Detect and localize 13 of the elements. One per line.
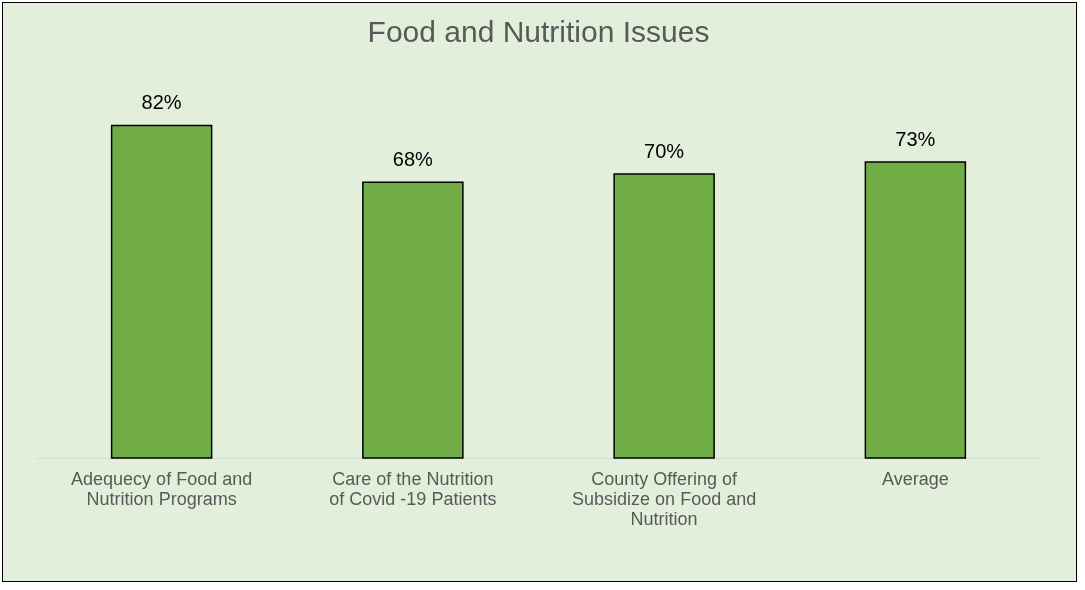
data-label: 82% xyxy=(141,91,182,114)
data-label: 68% xyxy=(392,148,434,171)
data-label: 73% xyxy=(895,127,936,150)
bar xyxy=(362,181,464,459)
data-label: 70% xyxy=(644,140,685,163)
x-tick-label: Adequecy of Food and Nutrition Programs xyxy=(71,468,253,509)
chart-title: Food and Nutrition Issues xyxy=(367,15,710,48)
x-tick-label: Care of the Nutrition of Covid -19 Patients xyxy=(329,468,497,509)
x-tick-label: County Offering of Subsidize on Food and Nutrition xyxy=(572,468,757,529)
bar xyxy=(864,161,967,459)
bar xyxy=(110,124,213,459)
x-tick-label: Average xyxy=(882,468,949,489)
bar xyxy=(613,173,715,459)
